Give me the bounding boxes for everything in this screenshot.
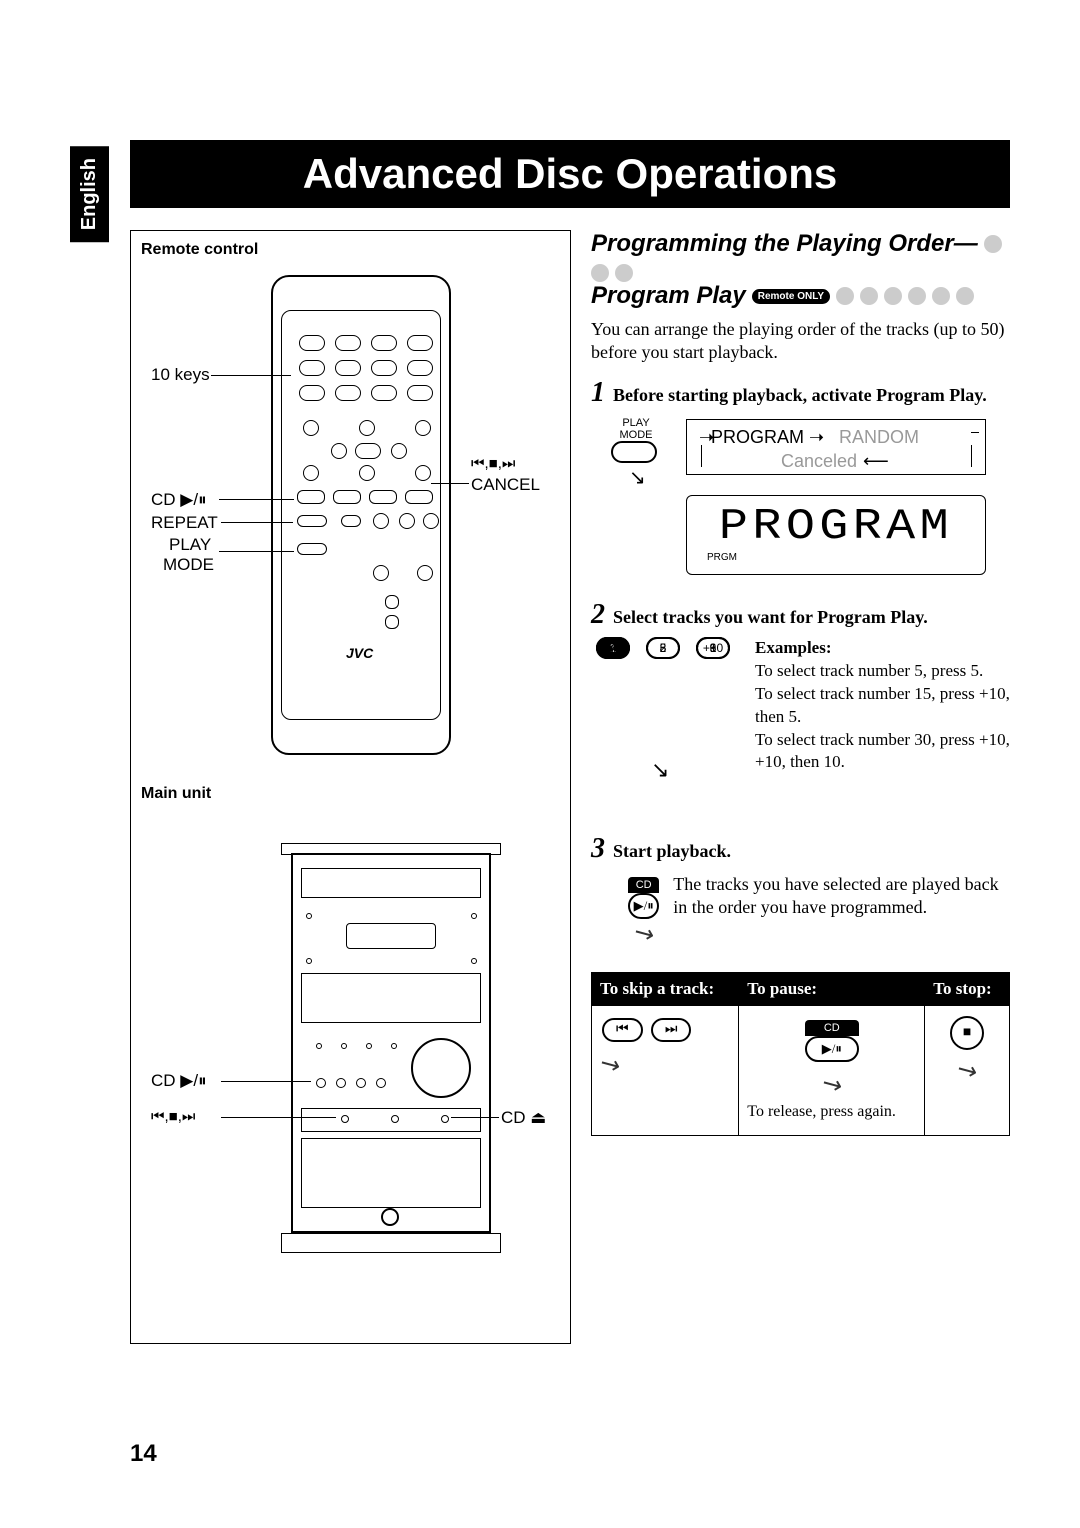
mu-callout-cd: CD ▶/⏸ — [151, 1071, 207, 1091]
step-3-number: 3 — [591, 835, 605, 863]
keypad-diagram: 1 2 3 4 5 6 7 8 9 10 ↘ +10 — [591, 637, 741, 817]
pause-note: To release, press again. — [747, 1103, 916, 1121]
intro-text: You can arrange the playing order of the… — [591, 318, 1010, 365]
mode-btn-cap1: PLAY — [601, 417, 671, 429]
section-title-line2: Program Play — [591, 282, 746, 310]
examples-block: Examples: To select track number 5, pres… — [755, 637, 1010, 817]
page-title: Advanced Disc Operations — [130, 140, 1010, 208]
right-column: Programming the Playing Order— Program P… — [591, 230, 1010, 1344]
callout-cancel: CANCEL — [471, 475, 540, 495]
step-2: 2 Select tracks you want for Program Pla… — [591, 601, 1010, 629]
callout-10keys: 10 keys — [151, 365, 210, 385]
callout-repeat: REPEAT — [151, 513, 218, 533]
step-3: 3 Start playback. — [591, 835, 1010, 863]
section-title-line1: Programming the Playing Order— — [591, 230, 978, 258]
decorative-dot — [956, 287, 974, 305]
step-2-number: 2 — [591, 601, 605, 629]
play-mode-button-icon — [611, 441, 657, 463]
stop-icon: ■ — [950, 1016, 984, 1050]
mode-program-label: PROGRAM — [711, 427, 804, 448]
key-8: 8 — [646, 637, 680, 659]
key-10: 10 — [596, 637, 630, 659]
step-3-text: Start playback. — [613, 835, 731, 863]
examples-header: Examples: — [755, 637, 1010, 660]
decorative-dot — [836, 287, 854, 305]
main-unit-label: Main unit — [141, 785, 560, 803]
step-1: 1 Before starting playback, activate Pro… — [591, 379, 1010, 407]
language-tab: English — [70, 146, 109, 242]
step-1-number: 1 — [591, 379, 605, 407]
callout-playmode-2: MODE — [163, 555, 214, 575]
decorative-dot — [860, 287, 878, 305]
remote-diagram: JVC 10 keys ⏮,■,⏭ CANCEL CD ▶/⏸ REPEAT P… — [141, 265, 560, 785]
mode-diagram: PLAY MODE ↘ PROGRAM ➝ RANDOM Canceled ⟵ … — [591, 417, 1010, 587]
mode-canceled-label: Canceled — [781, 451, 857, 472]
decorative-dot — [884, 287, 902, 305]
th-skip: To skip a track: — [592, 972, 739, 1005]
pause-cd-cap: CD — [805, 1020, 859, 1036]
key-plus10: +10 — [696, 637, 730, 659]
step-1-text: Before starting playback, activate Progr… — [613, 379, 987, 407]
decorative-dot — [908, 287, 926, 305]
step-3-desc: The tracks you have selected are played … — [673, 873, 1010, 920]
th-stop: To stop: — [925, 972, 1010, 1005]
brand-logo: JVC — [346, 645, 373, 661]
section-heading-2: Program Play Remote ONLY — [591, 282, 1010, 310]
mu-callout-transport: ⏮,■,⏭ — [151, 1108, 195, 1125]
remote-control-label: Remote control — [141, 241, 560, 259]
example-1: To select track number 5, press 5. — [755, 660, 1010, 683]
cd-play-cap: CD — [628, 877, 659, 893]
decorative-dot — [984, 235, 1002, 253]
decorative-dot — [932, 287, 950, 305]
step-2-text: Select tracks you want for Program Play. — [613, 601, 928, 629]
example-3: To select track number 30, press +10, +1… — [755, 729, 1010, 775]
callout-cd-play: CD ▶/⏸ — [151, 490, 207, 510]
decorative-dot — [615, 264, 633, 282]
display-panel: PROGRAM PRGM — [686, 495, 986, 575]
td-skip: ⏮ ⏭ ↘ — [592, 1005, 739, 1135]
mu-callout-eject: CD ⏏ — [501, 1108, 546, 1128]
display-prgm-indicator: PRGM — [687, 552, 985, 563]
mode-btn-cap2: MODE — [601, 429, 671, 441]
th-pause: To pause: — [739, 972, 925, 1005]
td-stop: ■ ↘ — [925, 1005, 1010, 1135]
decorative-dot — [591, 264, 609, 282]
cd-play-button-diagram: CD ▶/⏸ ↘ — [628, 873, 659, 952]
left-column: Remote control — [130, 230, 571, 1344]
section-heading: Programming the Playing Order— — [591, 230, 1010, 282]
next-track-icon: ⏭ — [651, 1018, 692, 1042]
callout-playmode-1: PLAY — [169, 535, 211, 555]
display-text: PROGRAM — [672, 496, 1000, 552]
prev-track-icon: ⏮ — [602, 1018, 643, 1042]
mode-random-label: RANDOM — [839, 427, 919, 448]
page-number: 14 — [130, 1440, 157, 1468]
td-pause: CD ▶/⏸ ↘ To release, press again. — [739, 1005, 925, 1135]
example-2: To select track number 15, press +10, th… — [755, 683, 1010, 729]
main-unit-diagram: CD ▶/⏸ ⏮,■,⏭ CD ⏏ — [141, 813, 560, 1333]
callout-transport: ⏮,■,⏭ — [471, 455, 515, 472]
remote-only-badge: Remote ONLY — [752, 289, 830, 304]
controls-table: To skip a track: To pause: To stop: ⏮ ⏭ … — [591, 972, 1010, 1136]
